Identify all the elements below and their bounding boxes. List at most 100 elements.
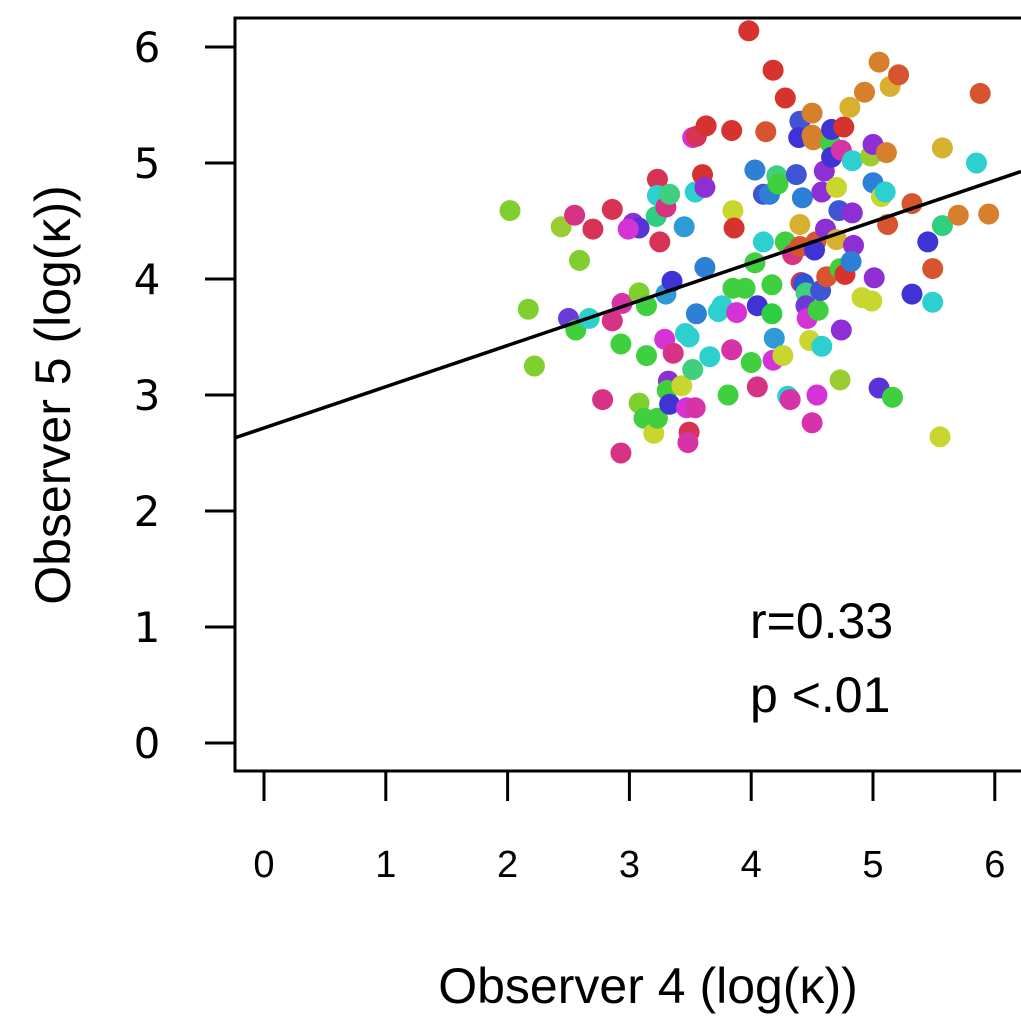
data-point [740, 352, 762, 373]
y-tick-label: 3 [134, 371, 161, 420]
data-point [830, 319, 852, 341]
data-point [861, 290, 883, 312]
data-point [678, 326, 700, 348]
y-tick-label: 4 [134, 255, 161, 304]
data-point [947, 204, 969, 226]
data-point [931, 137, 953, 159]
data-point [774, 87, 796, 109]
data-point [646, 168, 668, 190]
data-point [601, 198, 623, 220]
data-point [801, 412, 823, 434]
x-tick-label: 3 [619, 844, 640, 886]
data-point [802, 129, 824, 151]
points-layer [499, 20, 1000, 464]
data-point [789, 214, 811, 235]
data-point [694, 256, 716, 278]
data-point [671, 375, 693, 397]
data-point [601, 310, 623, 332]
data-point [875, 142, 897, 164]
data-point [755, 121, 777, 143]
data-point [723, 217, 745, 239]
data-point [840, 251, 862, 273]
y-tick-label: 6 [134, 23, 161, 72]
data-point [772, 345, 794, 367]
data-point [841, 150, 863, 172]
x-tick-label: 4 [741, 844, 762, 886]
p-value-annotation: p <.01 [750, 667, 890, 723]
data-point [826, 176, 847, 198]
data-point [659, 183, 681, 205]
data-point [779, 389, 801, 411]
data-point [843, 234, 864, 256]
y-tick-label: 1 [134, 603, 161, 652]
data-point [636, 345, 657, 367]
data-point [791, 187, 813, 209]
data-point [726, 302, 748, 324]
data-point [722, 200, 744, 222]
x-axis-title: Observer 4 (log(κ)) [438, 958, 858, 1014]
data-point [917, 231, 939, 253]
data-point [767, 173, 789, 195]
data-point [649, 231, 671, 253]
correlation-annotation: r=0.33 [750, 593, 893, 649]
data-point [801, 102, 823, 124]
data-point [839, 96, 861, 118]
y-axis: 0 1 2 3 4 5 6 [134, 23, 235, 768]
data-point [868, 51, 890, 73]
x-tick-label: 6 [984, 844, 1005, 886]
data-point [746, 376, 768, 398]
data-point [517, 298, 539, 320]
data-point [744, 159, 766, 181]
data-point [721, 339, 743, 361]
data-point [673, 216, 695, 238]
data-point [762, 59, 784, 81]
data-point [569, 249, 590, 271]
x-tick-label: 5 [862, 844, 883, 886]
data-point [901, 283, 923, 305]
x-tick-label: 1 [375, 844, 396, 886]
plot-frame [233, 16, 1021, 773]
data-point [888, 64, 910, 86]
x-axis: 0 1 2 3 4 5 6 [253, 771, 1005, 886]
data-point [922, 258, 944, 280]
data-point [694, 176, 716, 198]
data-point [863, 267, 885, 289]
data-point [646, 407, 668, 429]
data-point [882, 386, 903, 408]
data-point [499, 200, 521, 222]
y-tick-label: 5 [134, 139, 161, 188]
data-point [763, 327, 785, 349]
data-point [592, 389, 614, 411]
data-point [610, 442, 632, 464]
data-point [929, 426, 951, 448]
y-axis-title: Observer 5 (log(κ)) [25, 185, 81, 605]
data-point [761, 274, 783, 296]
data-point [582, 218, 604, 240]
x-tick-label: 0 [253, 844, 274, 886]
data-point [841, 202, 863, 224]
y-tick-label: 0 [134, 719, 161, 768]
data-point [969, 82, 991, 104]
data-point [677, 432, 699, 454]
data-point [685, 303, 707, 325]
data-point [966, 152, 987, 174]
data-point [717, 384, 739, 406]
data-point [659, 393, 681, 415]
data-point [523, 355, 545, 377]
data-point [811, 335, 833, 357]
y-tick-label: 2 [134, 487, 161, 536]
data-point [738, 20, 760, 42]
data-point [610, 333, 632, 355]
data-point [833, 116, 855, 138]
data-point [922, 291, 944, 313]
data-point [785, 164, 807, 186]
data-point [829, 369, 851, 391]
data-point [806, 384, 828, 406]
data-point [874, 181, 896, 203]
x-tick-label: 2 [497, 844, 518, 886]
data-point [699, 346, 721, 368]
data-point [752, 231, 774, 253]
data-point [564, 204, 586, 226]
data-point [695, 115, 717, 137]
